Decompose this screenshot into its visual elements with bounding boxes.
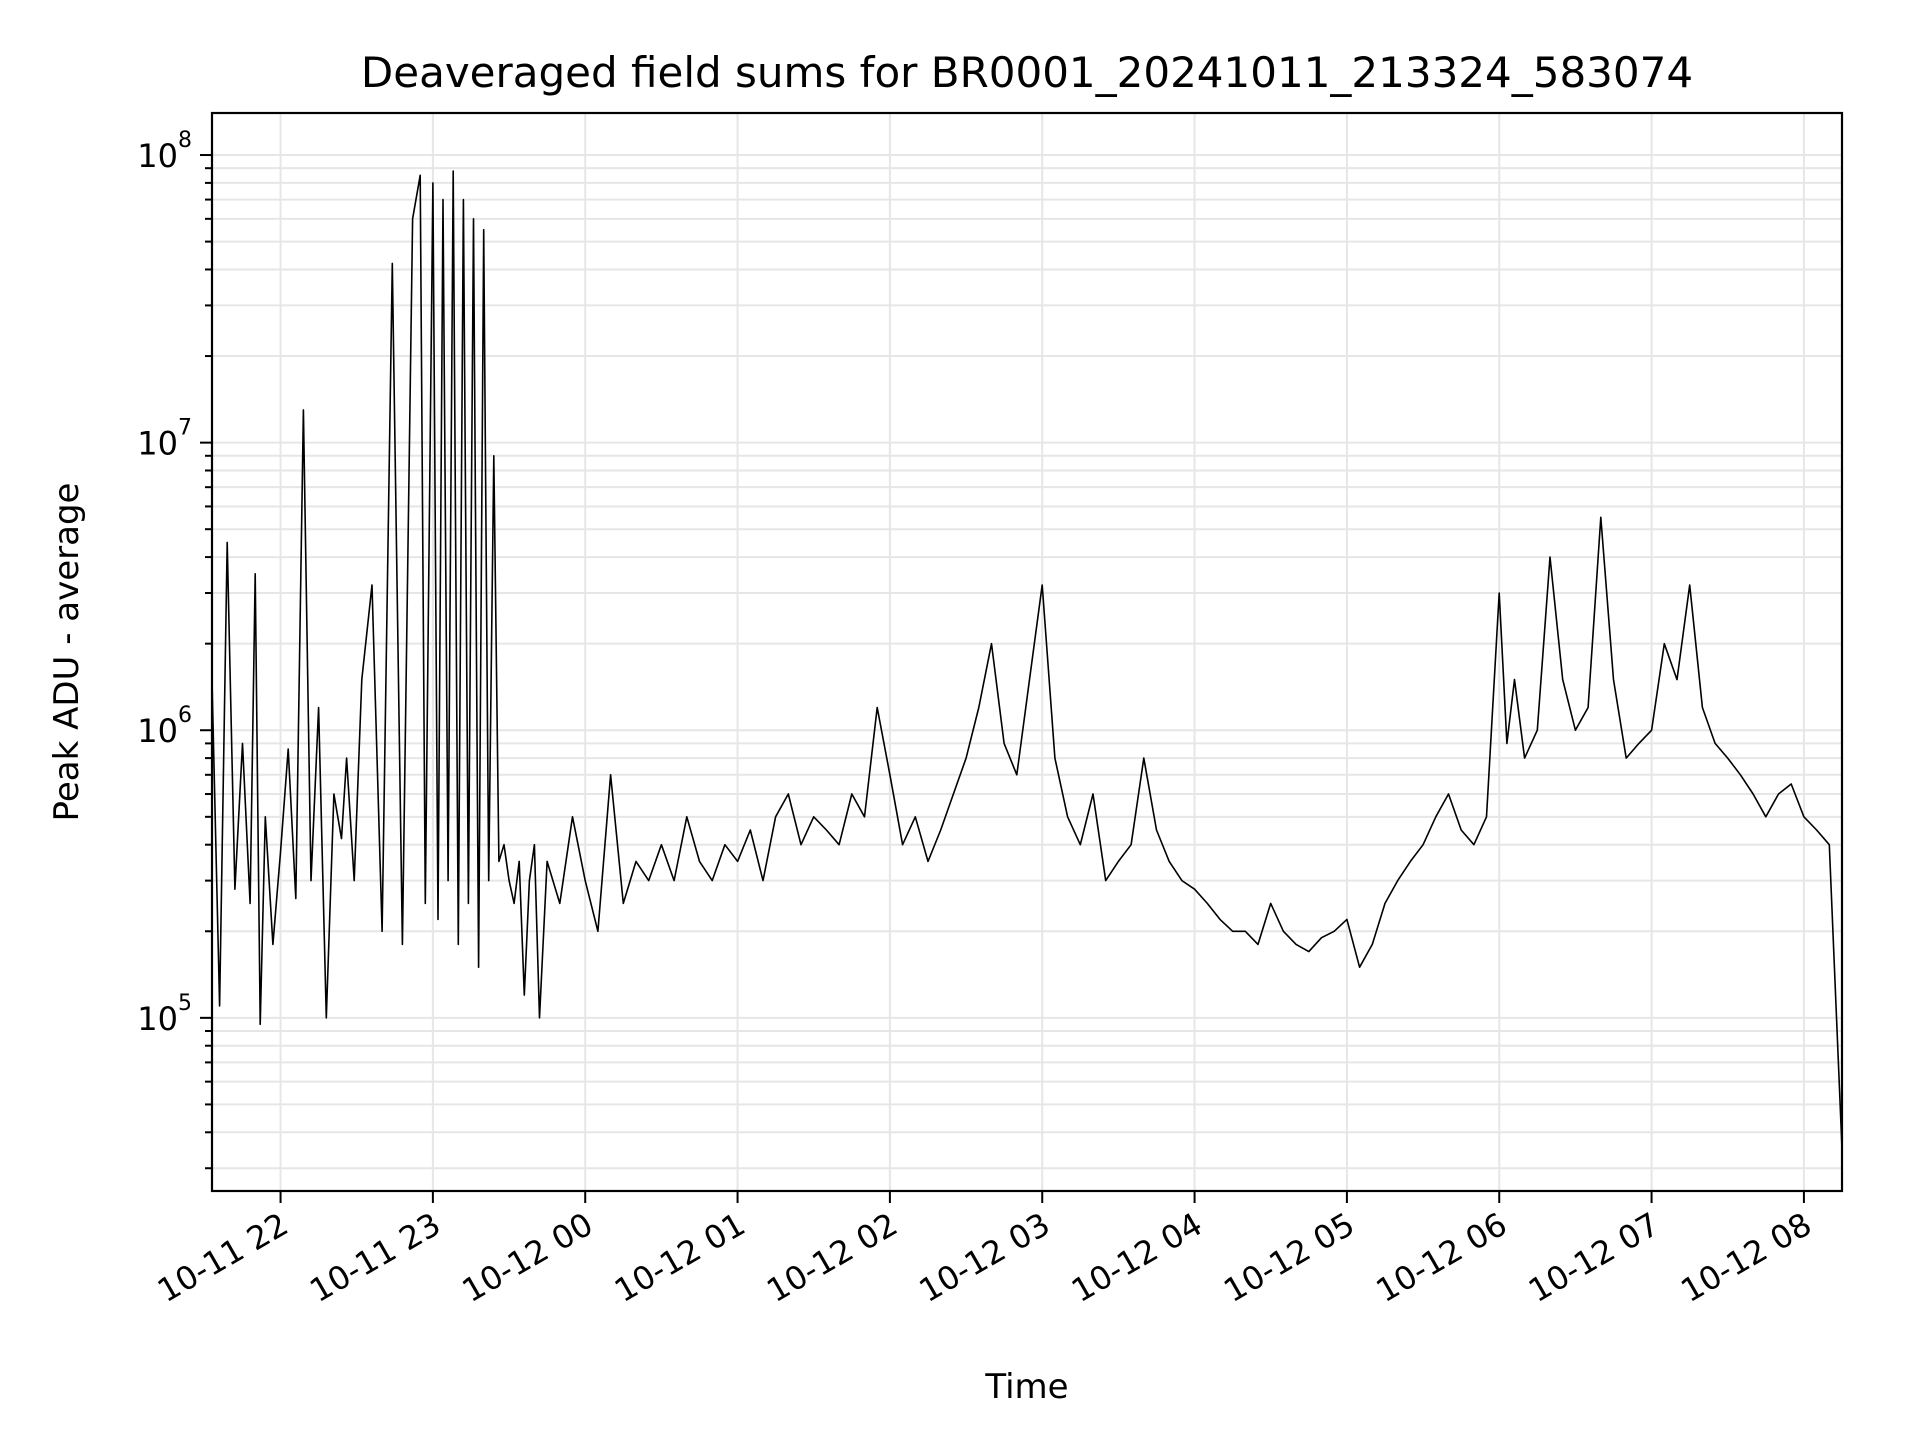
x-tick-label: 10-12 01 [608,1205,752,1310]
y-tick-label: 108 [137,128,192,175]
y-tick-label: 106 [137,703,192,750]
x-tick-label: 10-12 08 [1674,1205,1818,1310]
x-tick-label: 10-12 02 [760,1205,904,1310]
y-tick-label: 105 [137,991,192,1038]
series-line [211,170,1843,1150]
x-tick-label: 10-12 03 [913,1205,1057,1310]
x-tick-label: 10-11 22 [151,1205,295,1310]
x-tick-label: 10-12 04 [1065,1205,1209,1310]
x-tick-label: 10-11 23 [303,1205,447,1310]
y-tick-label: 107 [137,416,192,463]
chart-title: Deaveraged field sums for BR0001_2024101… [361,48,1693,97]
x-axis-label: Time [984,1367,1068,1407]
x-tick-label: 10-12 06 [1370,1205,1514,1310]
y-axis-label: Peak ADU - average [47,483,87,822]
plot-frame [210,111,1844,1193]
x-tick-label: 10-12 07 [1522,1205,1666,1310]
x-tick-label: 10-12 00 [456,1205,600,1310]
x-tick-label: 10-12 05 [1217,1205,1361,1310]
grid-layer [212,113,1842,1191]
